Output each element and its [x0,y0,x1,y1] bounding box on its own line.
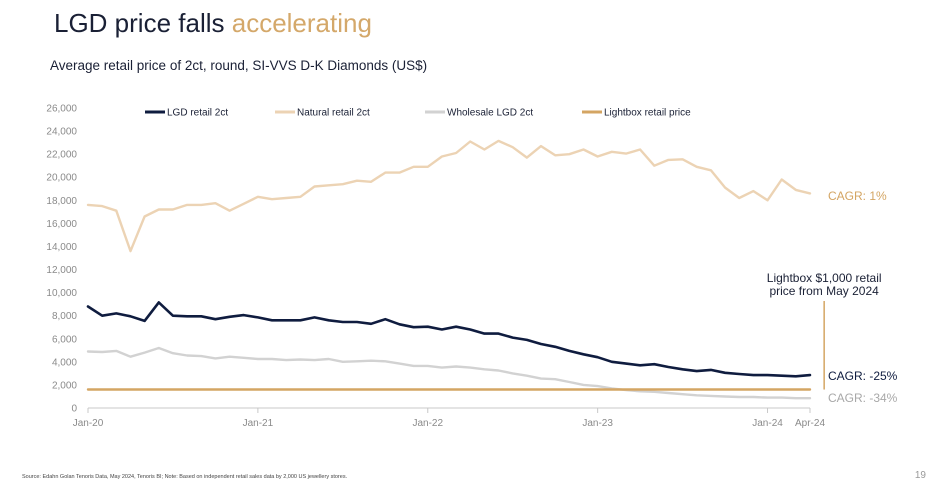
source-note: Source: Edahn Golan Tenoris Data, May 20… [22,474,348,480]
page-title: LGD price falls accelerating [54,8,372,39]
legend-label: Lightbox retail price [604,108,691,119]
y-tick-label: 22,000 [46,150,77,161]
y-tick-label: 6,000 [52,334,77,345]
lightbox-note-text: Lightbox $1,000 retail [767,271,882,285]
x-tick-label: Jan-21 [243,418,274,429]
y-tick-label: 24,000 [46,127,77,138]
title-main: LGD price falls [54,8,225,38]
cagr-wholesale-label: CAGR: -34% [828,391,898,405]
y-tick-label: 10,000 [46,288,77,299]
series-line-lgd-retail-2ct [86,301,812,378]
chart-subtitle: Average retail price of 2ct, round, SI-V… [50,58,428,73]
y-tick-label: 4,000 [52,357,77,368]
x-tick-label: Jan-23 [582,418,613,429]
y-tick-label: 14,000 [46,242,77,253]
y-tick-label: 8,000 [52,311,77,322]
lightbox-note-text: price from May 2024 [769,284,879,298]
legend-label: LGD retail 2ct [167,108,228,119]
y-tick-label: 2,000 [52,380,77,391]
x-tick-label: Apr-24 [795,418,825,429]
page-number: 19 [914,470,926,481]
series-line-natural-retail-2ct [86,139,812,253]
x-tick-label: Jan-20 [73,418,104,429]
y-tick-label: 20,000 [46,173,77,184]
x-tick-label: Jan-24 [752,418,783,429]
cagr-natural-label: CAGR: 1% [828,189,887,203]
x-tick-label: Jan-22 [412,418,443,429]
y-tick-label: 0 [71,404,77,415]
y-tick-label: 18,000 [46,196,77,207]
legend-label: Wholesale LGD 2ct [447,108,533,119]
y-tick-label: 12,000 [46,265,77,276]
legend-label: Natural retail 2ct [297,108,370,119]
series-line-wholesale-lgd-2ct [86,346,812,400]
title-accent: accelerating [231,8,372,38]
y-tick-label: 16,000 [46,219,77,230]
cagr-lgd-label: CAGR: -25% [828,369,898,383]
y-tick-label: 26,000 [46,104,77,115]
